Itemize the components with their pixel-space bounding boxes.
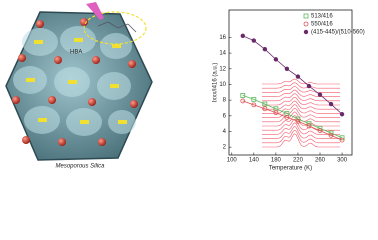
series-line [242, 95, 343, 139]
spectrum [262, 89, 340, 97]
dyes [26, 38, 127, 124]
y-tick-label: 2 [223, 145, 227, 151]
x-tick-label: 260 [315, 158, 326, 164]
x-tick-label: 100 [227, 158, 238, 164]
point [306, 83, 312, 89]
spectrum [262, 78, 340, 85]
series-line [242, 35, 343, 115]
point [317, 128, 323, 134]
y-tick-label: 12 [219, 66, 226, 72]
label-hba: HBA [70, 50, 82, 56]
y-axis-label: Ixxx/I416 (a.u.) [213, 63, 219, 103]
point [317, 92, 323, 97]
spectrum [262, 129, 340, 144]
illustration: HBA Mesoporous Silica [5, 2, 153, 170]
point [306, 123, 312, 129]
point [240, 93, 246, 98]
point [328, 101, 334, 107]
point [262, 46, 268, 52]
x-tick-label: 220 [293, 158, 304, 164]
label-silica: Mesoporous Silica [55, 164, 105, 170]
legend-marker [303, 13, 309, 19]
legend-marker [303, 21, 309, 27]
chart: 100 140 180 220 260 300 2 4 6 8 10 12 14 16 Temperatur… [213, 9, 365, 172]
x-tick-label: 140 [249, 158, 260, 164]
point [284, 114, 290, 120]
point [262, 101, 268, 107]
point [273, 110, 279, 116]
spectrum [262, 82, 340, 89]
spectrum [262, 118, 340, 131]
plot-frame [228, 9, 353, 156]
eu-spheres [12, 18, 138, 146]
point [262, 106, 268, 112]
y-tick-label: 14 [219, 51, 226, 57]
zoom-ellipse [83, 11, 147, 45]
spectrum [262, 115, 340, 127]
spectrum [262, 100, 340, 110]
light-arrow [86, 2, 104, 20]
y-tick-label: 10 [219, 82, 226, 88]
point [295, 74, 301, 79]
point [251, 102, 257, 108]
legend-label: (415-445)/(510-560) [311, 30, 365, 36]
spectrum [262, 96, 340, 106]
y-tick-label: 8 [223, 98, 227, 104]
legend-label: 550/416 [311, 22, 333, 28]
x-tick-label: 180 [271, 158, 282, 164]
molecule [97, 21, 137, 33]
spectrum [262, 104, 340, 114]
page: HBA Mesoporous Silica 100 140 180 220 260 300… [5, 2, 365, 172]
point [339, 137, 345, 143]
point [339, 112, 345, 117]
point [295, 118, 301, 124]
series-line [242, 100, 343, 141]
spectrum [262, 107, 340, 118]
y-tick-label: 16 [219, 35, 226, 41]
y-tick-label: 6 [223, 113, 227, 119]
legend-marker [303, 29, 309, 35]
x-axis-label: Temperature (K) [269, 166, 312, 172]
point [251, 96, 257, 102]
point [273, 57, 279, 62]
point [284, 66, 290, 71]
x-tick-label: 300 [337, 158, 348, 164]
legend-label: 513/416 [311, 14, 333, 20]
point [240, 98, 246, 104]
spectrum [262, 126, 340, 139]
spectrum [262, 93, 340, 102]
point [251, 38, 257, 43]
y-tick-label: 4 [223, 129, 227, 135]
spectrum [262, 122, 340, 135]
point [328, 133, 334, 138]
spectrum [262, 133, 340, 148]
spectrum [262, 86, 340, 93]
point [240, 33, 245, 39]
